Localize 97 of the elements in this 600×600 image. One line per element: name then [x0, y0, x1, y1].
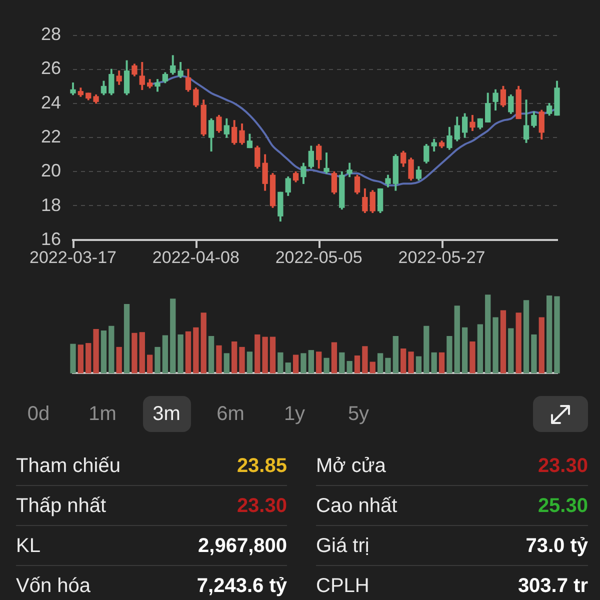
bar — [78, 344, 84, 374]
bar — [285, 362, 291, 374]
y-tick-label: 20 — [40, 160, 61, 181]
bar — [554, 296, 560, 374]
y-tick-label: 16 — [40, 228, 61, 249]
bar — [262, 336, 268, 374]
text: 6m — [216, 403, 244, 425]
text: 303.7 tr — [518, 575, 588, 597]
text: 0d — [27, 403, 50, 425]
bar — [254, 334, 260, 374]
bar — [86, 343, 92, 374]
bar — [477, 324, 484, 374]
text: 73.0 tỷ — [526, 535, 588, 557]
bar — [246, 352, 253, 374]
bar — [216, 345, 222, 374]
text: 1m — [88, 403, 116, 425]
bar — [408, 352, 414, 374]
bar — [278, 352, 284, 374]
bar — [531, 334, 537, 374]
bar — [362, 346, 368, 374]
category-label: CPLH — [316, 575, 370, 597]
y-tick-label: 18 — [40, 194, 61, 215]
category-label: Vốn hóa — [16, 575, 91, 597]
category-label: Cao nhất — [316, 495, 398, 517]
bar — [508, 328, 514, 374]
bar — [470, 341, 476, 374]
bar — [224, 353, 230, 374]
bar — [385, 358, 391, 374]
bar — [124, 304, 130, 374]
bar — [162, 335, 168, 374]
bar — [193, 327, 199, 374]
text: 5y — [348, 403, 370, 425]
category-label: Tham chiếu — [16, 455, 120, 477]
bar — [100, 330, 107, 374]
bar — [339, 352, 345, 374]
bar — [438, 352, 445, 374]
bar — [370, 362, 376, 374]
bar — [492, 317, 498, 374]
bar — [485, 294, 491, 374]
bar — [500, 310, 506, 374]
bar — [170, 298, 176, 374]
bar — [462, 327, 468, 374]
bar — [538, 317, 544, 374]
bar — [270, 336, 276, 374]
bar — [523, 300, 530, 374]
text: 7,243.6 tỷ — [196, 575, 287, 597]
text: 23.30 — [538, 455, 588, 477]
bar — [377, 353, 384, 374]
y-tick-label: 28 — [40, 24, 61, 44]
bar — [139, 332, 145, 374]
bar — [431, 352, 437, 374]
bar — [208, 336, 214, 374]
text: 1y — [284, 403, 306, 425]
bar — [108, 326, 114, 374]
bar — [546, 295, 552, 374]
bar — [300, 353, 306, 374]
text: 23.85 — [236, 455, 287, 477]
bar — [70, 344, 76, 374]
bar — [446, 336, 452, 374]
bar — [239, 346, 245, 374]
bar — [132, 332, 138, 374]
bar — [146, 354, 153, 374]
bar — [292, 354, 299, 374]
bar — [185, 331, 192, 374]
bar — [308, 350, 314, 374]
category-label: Mở cửa — [316, 455, 386, 477]
text: 3m — [152, 403, 180, 425]
x-tick-label: 2022-05-27 — [398, 248, 486, 267]
bar — [392, 336, 398, 374]
category-label: Thấp nhất — [16, 495, 106, 517]
bar — [454, 306, 460, 374]
category-label: KL — [16, 535, 40, 557]
bar — [516, 312, 522, 374]
bar — [331, 342, 338, 374]
bar — [424, 326, 430, 374]
bar — [178, 334, 184, 374]
text: 25.30 — [538, 495, 588, 517]
bar — [354, 356, 360, 374]
y-tick-label: 22 — [40, 126, 61, 146]
x-tick-label: 2022-04-08 — [152, 248, 240, 267]
bar — [116, 346, 122, 374]
bar — [200, 312, 206, 374]
bar — [324, 358, 330, 374]
bar — [232, 341, 238, 374]
bar — [316, 352, 322, 374]
bar — [154, 346, 160, 374]
text: 23.30 — [236, 495, 287, 517]
category-label: Giá trị — [316, 535, 370, 557]
bar — [416, 356, 422, 374]
bar — [400, 348, 406, 374]
text: 2,967,800 — [198, 535, 287, 557]
bar — [93, 328, 99, 374]
bar — [346, 360, 352, 374]
y-tick-label: 24 — [40, 92, 61, 112]
x-tick-label: 2022-03-17 — [30, 248, 116, 267]
y-tick-label: 26 — [40, 58, 61, 78]
x-tick-label: 2022-05-05 — [275, 248, 362, 267]
